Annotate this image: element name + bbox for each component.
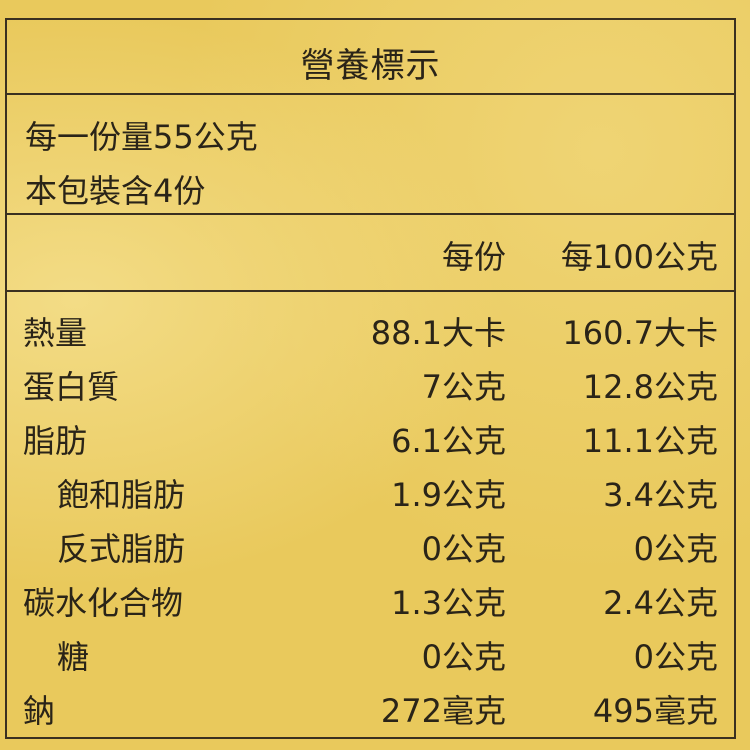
per-serving-value: 88.1大卡 <box>370 314 506 352</box>
per-serving-value: 7公克 <box>421 368 506 406</box>
divider <box>7 213 734 215</box>
per-100g-value: 0公克 <box>633 530 718 568</box>
per-100g-value: 11.1公克 <box>582 422 718 460</box>
nutrient-row: 碳水化合物 1.3公克 2.4公克 <box>7 578 734 632</box>
header-per-serving: 每份 <box>441 238 506 276</box>
per-100g-value: 12.8公克 <box>582 368 718 406</box>
nutrient-name: 蛋白質 <box>23 368 120 406</box>
per-serving-value: 272毫克 <box>380 692 506 730</box>
per-serving-value: 1.3公克 <box>391 584 506 622</box>
nutrient-row: 糖 0公克 0公克 <box>7 632 734 686</box>
nutrient-row: 反式脂肪 0公克 0公克 <box>7 524 734 578</box>
serving-size: 每一份量55公克 <box>25 118 258 156</box>
header-per-100g: 每100公克 <box>560 238 718 276</box>
nutrient-name: 飽和脂肪 <box>57 476 186 514</box>
nutrient-name: 碳水化合物 <box>23 584 184 622</box>
nutrient-row: 脂肪 6.1公克 11.1公克 <box>7 416 734 470</box>
per-100g-value: 160.7大卡 <box>562 314 718 352</box>
per-100g-value: 495毫克 <box>592 692 718 730</box>
nutrient-name: 糖 <box>57 638 90 676</box>
servings-per-package: 本包裝含4份 <box>25 172 206 210</box>
nutrient-row: 鈉 272毫克 495毫克 <box>7 686 734 740</box>
per-serving-value: 0公克 <box>421 530 506 568</box>
nutrition-label: 營養標示 每一份量55公克 本包裝含4份 每份 每100公克 熱量 88.1大卡… <box>5 18 736 739</box>
divider <box>7 290 734 292</box>
nutrient-row: 蛋白質 7公克 12.8公克 <box>7 362 734 416</box>
per-serving-value: 0公克 <box>421 638 506 676</box>
nutrient-row: 飽和脂肪 1.9公克 3.4公克 <box>7 470 734 524</box>
nutrient-name: 熱量 <box>23 314 88 352</box>
nutrient-row: 熱量 88.1大卡 160.7大卡 <box>7 308 734 362</box>
nutrient-name: 鈉 <box>23 692 56 730</box>
divider <box>7 93 734 95</box>
per-100g-value: 3.4公克 <box>603 476 718 514</box>
nutrient-name: 脂肪 <box>23 422 88 460</box>
nutrient-name: 反式脂肪 <box>57 530 186 568</box>
per-100g-value: 0公克 <box>633 638 718 676</box>
per-100g-value: 2.4公克 <box>603 584 718 622</box>
per-serving-value: 6.1公克 <box>391 422 506 460</box>
label-title: 營養標示 <box>300 46 441 86</box>
per-serving-value: 1.9公克 <box>391 476 506 514</box>
